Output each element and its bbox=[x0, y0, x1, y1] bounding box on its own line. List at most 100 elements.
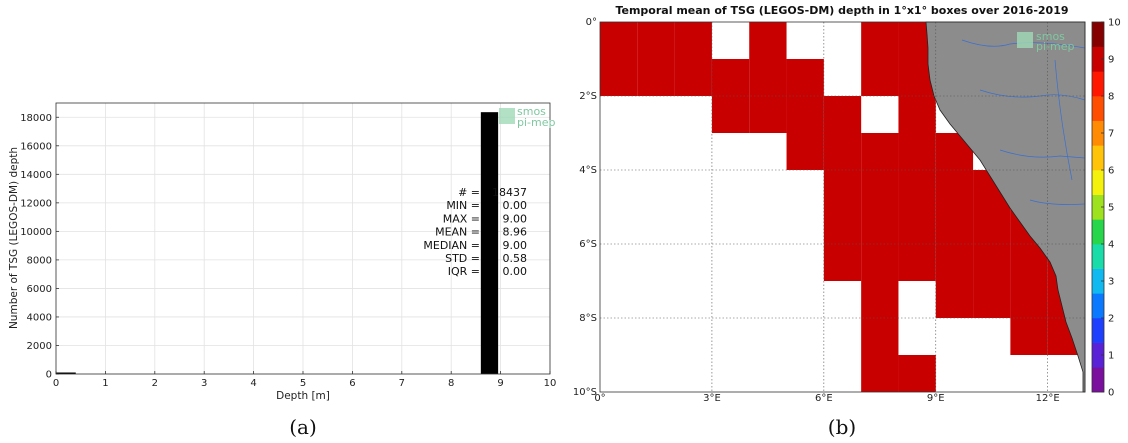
histogram-x-tick-label: 7 bbox=[399, 378, 405, 389]
map-cell bbox=[973, 244, 1011, 281]
histogram-y-tick-label: 10000 bbox=[20, 227, 52, 238]
map-cell bbox=[786, 133, 824, 170]
histogram-x-tick-label: 3 bbox=[201, 378, 207, 389]
colorbar-segment bbox=[1092, 22, 1104, 47]
histogram-x-tick-label: 8 bbox=[448, 378, 454, 389]
map-cell bbox=[749, 96, 787, 133]
histogram-bar bbox=[480, 112, 499, 375]
map-x-tick-label: 3°E bbox=[703, 393, 721, 404]
map-cell bbox=[898, 96, 936, 133]
map-cell bbox=[823, 244, 862, 281]
map-cell bbox=[898, 244, 936, 281]
stat-label: # = bbox=[458, 186, 480, 199]
stat-label: MEDIAN = bbox=[423, 239, 480, 252]
map-cell bbox=[861, 22, 899, 59]
histogram-x-label: Depth [m] bbox=[276, 390, 330, 402]
map-cell bbox=[1010, 281, 1048, 318]
map-gridlines bbox=[600, 22, 1085, 392]
map-y-tick-label: 4°S bbox=[579, 165, 597, 176]
colorbar-tick-label: 0 bbox=[1108, 388, 1114, 399]
colorbar-tick-label: 4 bbox=[1108, 240, 1114, 251]
map-y-tick-label: 10°S bbox=[573, 387, 597, 398]
histogram-x-tick-label: 4 bbox=[250, 378, 256, 389]
map-cell bbox=[786, 59, 824, 96]
colorbar-tick-label: 6 bbox=[1108, 166, 1114, 177]
caption-a: (a) bbox=[289, 415, 317, 439]
map-cell bbox=[749, 59, 787, 96]
map-cell bbox=[861, 318, 899, 355]
histogram-x-tick-label: 0 bbox=[53, 378, 59, 389]
map-cell bbox=[674, 22, 712, 59]
map-cell bbox=[898, 207, 936, 244]
smos-pi-mep-logo: smos pi-mep bbox=[499, 105, 555, 129]
histogram-y-tick-label: 14000 bbox=[20, 170, 52, 181]
colorbar bbox=[1091, 21, 1105, 393]
colorbar-ticks: 0 1 2 3 4 5 6 7 8 9 10 bbox=[1101, 18, 1121, 399]
histogram-x-tick-label: 10 bbox=[544, 378, 557, 389]
colorbar-segment bbox=[1092, 46, 1104, 72]
colorbar-segment bbox=[1092, 71, 1104, 97]
histogram-x-tick-label: 5 bbox=[300, 378, 306, 389]
map-cell bbox=[637, 22, 675, 59]
histogram-bar bbox=[56, 372, 76, 374]
histogram-y-tick-label: 18000 bbox=[20, 113, 52, 124]
stat-value: 8.96 bbox=[503, 226, 528, 239]
map-cell bbox=[861, 133, 899, 170]
map-cell bbox=[674, 59, 712, 96]
stat-value: 0.00 bbox=[503, 265, 528, 278]
map-x-tick-label: 9°E bbox=[927, 393, 945, 404]
histogram-y-tick-label: 2000 bbox=[27, 341, 52, 352]
colorbar-segment bbox=[1092, 170, 1104, 195]
colorbar-segment bbox=[1092, 194, 1104, 220]
map-cell bbox=[823, 96, 862, 133]
map-x-tick-label: 12°E bbox=[1036, 393, 1060, 404]
stat-label: MAX = bbox=[443, 212, 480, 225]
map-cell bbox=[898, 355, 936, 392]
map-panel: Temporal mean of TSG (LEGOS-DM) depth in… bbox=[573, 4, 1121, 404]
map-cell bbox=[935, 244, 974, 281]
map-cell bbox=[861, 281, 899, 318]
map-logo-icon bbox=[1017, 32, 1033, 48]
map-x-tick-label: 6°E bbox=[815, 393, 833, 404]
map-cells bbox=[600, 22, 1085, 392]
stat-label: MEAN = bbox=[435, 226, 480, 239]
map-y-tick-label: 8°S bbox=[579, 313, 597, 324]
histogram-x-ticks: 0 1 2 3 4 5 6 7 8 9 10 bbox=[53, 371, 557, 389]
map-cell bbox=[898, 133, 936, 170]
colorbar-segment bbox=[1092, 342, 1104, 368]
map-logo: smos pi-mep bbox=[1017, 30, 1074, 53]
map-logo-line-2: pi-mep bbox=[1036, 40, 1074, 53]
map-cell bbox=[861, 244, 899, 281]
map-cell bbox=[1010, 318, 1048, 355]
map-y-tick-label: 2°S bbox=[579, 91, 597, 102]
histogram-y-tick-label: 6000 bbox=[27, 284, 52, 295]
map-cell bbox=[935, 170, 974, 207]
map-cell bbox=[749, 22, 787, 59]
map-cell bbox=[935, 207, 974, 244]
histogram-x-tick-label: 2 bbox=[152, 378, 158, 389]
map-cell bbox=[973, 207, 1011, 244]
map-cell bbox=[711, 96, 750, 133]
map-x-ticks: 0° 3°E 6°E 9°E 12°E bbox=[594, 393, 1059, 404]
colorbar-tick-label: 3 bbox=[1108, 277, 1114, 288]
map-cell bbox=[861, 170, 899, 207]
colorbar-tick-label: 8 bbox=[1108, 92, 1114, 103]
map-cell bbox=[861, 59, 899, 96]
map-cell bbox=[600, 22, 638, 59]
colorbar-tick-label: 1 bbox=[1108, 351, 1114, 362]
histogram-x-tick-label: 1 bbox=[102, 378, 108, 389]
map-cell bbox=[637, 59, 675, 96]
rivers bbox=[961, 39, 1086, 205]
colorbar-segment bbox=[1092, 318, 1104, 343]
map-cell bbox=[823, 170, 862, 207]
histogram-x-tick-label: 6 bbox=[349, 378, 355, 389]
caption-b: (b) bbox=[828, 415, 856, 439]
map-frame bbox=[599, 21, 1086, 393]
logo-line-1: smos bbox=[517, 105, 546, 118]
map-cell bbox=[973, 281, 1011, 318]
map-x-tick-label: 0° bbox=[594, 393, 605, 404]
map-cell bbox=[935, 281, 974, 318]
map-y-tick-label: 0° bbox=[586, 17, 597, 28]
map-title: Temporal mean of TSG (LEGOS-DM) depth in… bbox=[615, 4, 1068, 17]
histogram-x-tick-label: 9 bbox=[497, 378, 503, 389]
